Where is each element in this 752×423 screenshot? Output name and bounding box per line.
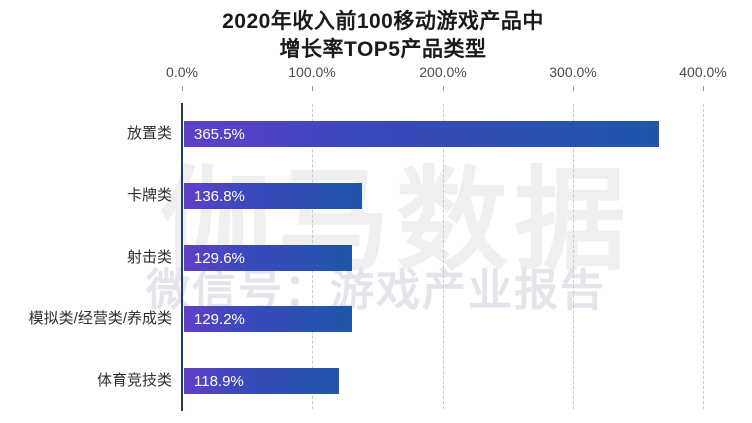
bar-simulation: 129.2% xyxy=(184,306,352,332)
chart-title-line2: 增长率TOP5产品类型 xyxy=(279,38,487,61)
bar-value-label: 129.6% xyxy=(194,249,245,267)
tick-mark-200 xyxy=(443,86,444,91)
x-tick-200: 200.0% xyxy=(419,64,467,80)
category-label-card: 卡牌类 xyxy=(126,187,172,204)
x-tick-400: 400.0% xyxy=(679,64,727,80)
category-labels: 放置类 卡牌类 射击类 模拟类/经营类/养成类 体育竞技类 xyxy=(0,104,172,410)
gridline-400 xyxy=(703,104,704,409)
chart-title-line1: 2020年收入前100移动游戏产品中 xyxy=(222,10,544,33)
bar-shooter: 129.6% xyxy=(184,245,353,271)
category-label-sports: 体育竞技类 xyxy=(96,372,172,389)
x-axis-tick-labels: 0.0% 100.0% 200.0% 300.0% 400.0% xyxy=(0,64,752,84)
bar-value-label: 129.2% xyxy=(194,310,245,328)
bar-value-label: 365.5% xyxy=(194,125,245,143)
bar-card: 136.8% xyxy=(184,183,362,209)
x-tick-300: 300.0% xyxy=(549,64,597,80)
bar-value-label: 136.8% xyxy=(194,187,245,205)
gridline-300 xyxy=(573,104,574,409)
category-label-idle: 放置类 xyxy=(126,125,172,142)
tick-mark-0 xyxy=(182,86,183,91)
category-label-shooter: 射击类 xyxy=(126,249,172,266)
tick-mark-400 xyxy=(703,86,704,91)
x-tick-100: 100.0% xyxy=(288,64,336,80)
bar-sports: 118.9% xyxy=(184,368,339,394)
chart-title: 2020年收入前100移动游戏产品中 增长率TOP5产品类型 xyxy=(0,8,752,64)
plot-area: 365.5% 136.8% 129.6% 129.2% 118.9% xyxy=(184,104,704,410)
y-axis-line xyxy=(181,103,183,411)
bar-idle: 365.5% xyxy=(184,121,660,147)
bar-value-label: 118.9% xyxy=(194,372,244,390)
category-label-simulation: 模拟类/经营类/养成类 xyxy=(28,310,172,327)
x-tick-0: 0.0% xyxy=(166,64,198,80)
tick-mark-300 xyxy=(573,86,574,91)
gridline-200 xyxy=(443,104,444,409)
tick-mark-100 xyxy=(312,86,313,91)
